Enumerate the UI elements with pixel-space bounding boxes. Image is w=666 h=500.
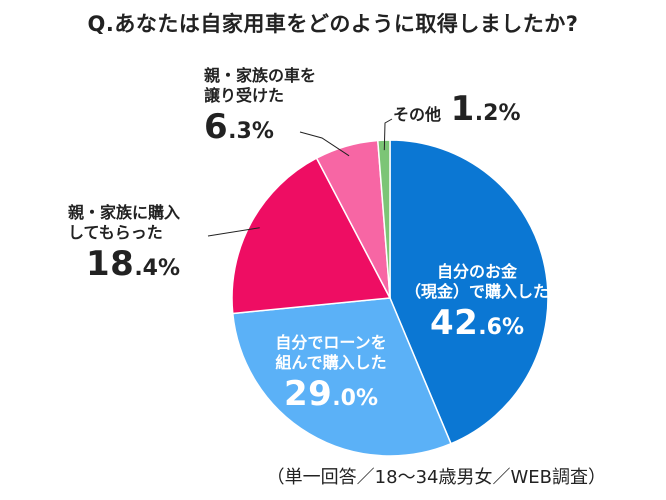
slice-family-bought-line-2: してもらった <box>68 223 163 242</box>
slice-other-value-pct: % <box>498 101 521 126</box>
slice-cash-line-1: 自分のお金 <box>436 262 517 281</box>
slice-loan-line-2: 組んで購入した <box>275 353 387 372</box>
slice-family-bought <box>231 157 392 315</box>
slice-cash-value-int: 42 <box>429 303 479 343</box>
slice-other <box>376 139 391 299</box>
chart-title: Q.あなたは自家用車をどのように取得しましたか? <box>87 12 579 36</box>
label-slice-family-bought: 親・家族に購入 してもらった 18.4% <box>68 203 228 286</box>
slice-inherited-value-int: 6 <box>204 107 229 147</box>
slice-other-line-1: その他 <box>393 105 442 124</box>
slice-other-value-dec: .2 <box>474 101 499 126</box>
slice-family-bought-value-dec: .4 <box>134 256 158 281</box>
slice-family-bought-value-int: 18 <box>86 244 135 284</box>
label-slice-other: その他 1.2% <box>393 88 553 131</box>
label-slice-cash: 自分のお金 （現金）で購入した 42.6% <box>402 262 552 345</box>
footnote: （単一回答／18～34歳男女／WEB調査） <box>266 467 606 488</box>
slice-cash-value-pct: % <box>501 315 525 340</box>
slice-inherited-line-2: 譲り受けた <box>204 86 285 105</box>
label-slice-loan: 自分でローンを 組んで購入した 29.0% <box>256 333 406 416</box>
slice-cash-line-2: （現金）で購入した <box>404 282 549 301</box>
label-slice-inherited: 親・家族の車を 譲り受けた 6.3% <box>204 66 354 149</box>
slice-inherited-value-pct: % <box>251 119 274 144</box>
slice-inherited-value: 6.3% <box>204 106 354 149</box>
slice-loan-value-pct: % <box>355 386 379 411</box>
slice-cash-value: 42.6% <box>402 302 552 345</box>
leader-line-other <box>383 118 393 151</box>
slice-family-bought-value-pct: % <box>158 256 181 281</box>
slice-loan <box>231 297 452 457</box>
slice-other-value-int: 1 <box>450 89 475 129</box>
leader-line-family-bought <box>207 227 260 237</box>
slice-loan-value: 29.0% <box>256 373 406 416</box>
slice-family-bought-line-1: 親・家族に購入 <box>68 203 181 222</box>
slice-inherited-line-1: 親・家族の車を <box>204 66 317 85</box>
slice-loan-value-dec: .0 <box>332 386 356 411</box>
leader-line-inherited <box>299 131 350 157</box>
slice-cash <box>389 139 549 445</box>
slice-loan-line-1: 自分でローンを <box>275 333 387 352</box>
slice-loan-value-int: 29 <box>283 374 333 414</box>
slice-inherited-value-dec: .3 <box>228 119 252 144</box>
slice-family-bought-value: 18.4% <box>68 243 228 286</box>
slice-cash-value-dec: .6 <box>478 315 502 340</box>
